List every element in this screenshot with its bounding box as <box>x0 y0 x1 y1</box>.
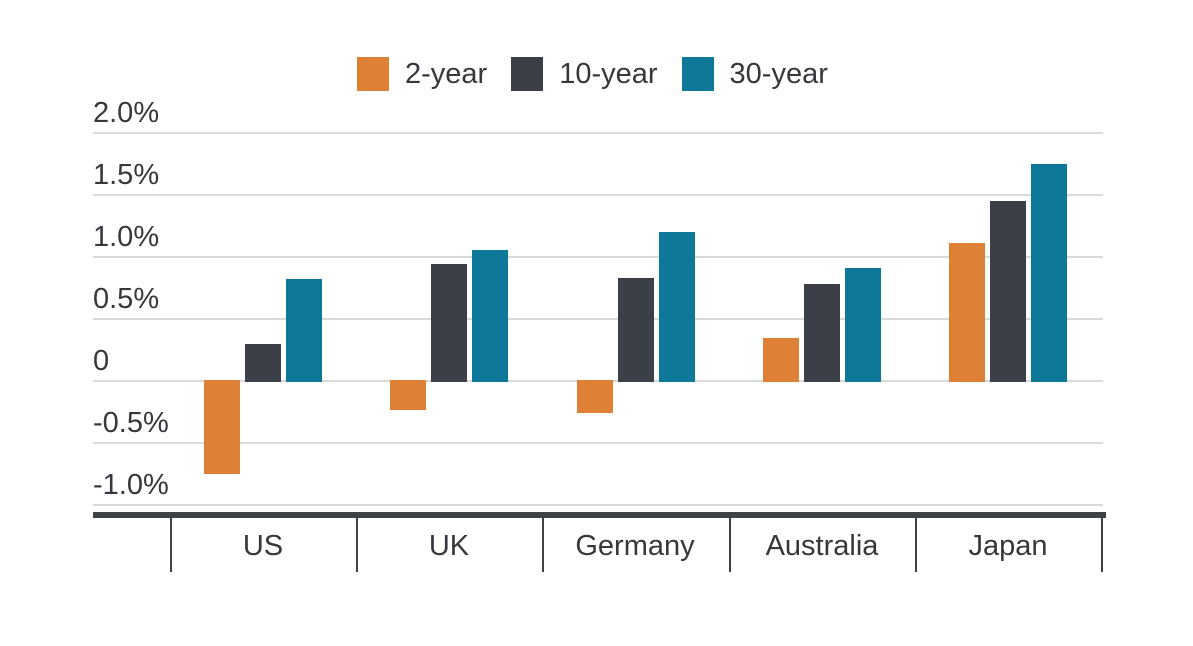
y-axis-label: -0.5% <box>93 407 169 439</box>
bar-germany-2-year <box>577 380 613 413</box>
bar-us-2-year <box>204 380 240 474</box>
bar-australia-10-year <box>804 284 840 382</box>
x-axis-tick <box>170 518 172 572</box>
x-axis-tick <box>729 518 731 572</box>
bar-germany-10-year <box>618 278 654 382</box>
gridline--0.5% <box>93 442 1103 444</box>
legend-swatch-10-year <box>511 57 544 91</box>
legend-item-10-year: 10-year <box>511 57 658 91</box>
x-axis-line <box>93 512 1106 518</box>
legend-swatch-30-year <box>681 57 714 91</box>
y-axis-label: -1.0% <box>93 469 169 501</box>
legend-item-2-year: 2-year <box>357 57 487 91</box>
x-axis-label-us: US <box>242 530 284 562</box>
legend-label: 10-year <box>559 58 658 90</box>
y-axis-label: 2.0% <box>93 97 160 129</box>
bar-japan-30-year <box>1031 164 1067 382</box>
bar-us-10-year <box>245 344 281 382</box>
bar-uk-2-year <box>390 380 426 410</box>
chart-legend: 2-year 10-year 30-year <box>357 57 828 91</box>
x-axis-label-uk: UK <box>428 530 470 562</box>
y-axis-label: 1.0% <box>93 221 160 253</box>
bar-japan-2-year <box>949 243 985 382</box>
bar-uk-30-year <box>472 250 508 382</box>
x-axis-label-germany: Germany <box>575 530 695 562</box>
gridline-0.5% <box>93 318 1103 320</box>
legend-item-30-year: 30-year <box>681 57 828 91</box>
x-axis-label-australia: Australia <box>765 530 879 562</box>
legend-label: 30-year <box>729 58 828 90</box>
x-axis-label-japan: Japan <box>968 530 1048 562</box>
bar-australia-30-year <box>845 268 881 382</box>
y-axis-label: 0.5% <box>93 283 160 315</box>
y-axis-label: 0 <box>93 345 110 377</box>
bar-japan-10-year <box>990 201 1026 382</box>
y-axis-label: 1.5% <box>93 159 160 191</box>
bar-australia-2-year <box>763 338 799 382</box>
x-axis-tick <box>542 518 544 572</box>
legend-label: 2-year <box>405 58 488 90</box>
bar-germany-30-year <box>659 232 695 382</box>
x-axis-tick <box>915 518 917 572</box>
x-axis-tick <box>356 518 358 572</box>
bar-uk-10-year <box>431 264 467 382</box>
legend-swatch-2-year <box>357 57 389 91</box>
gridline-1.5% <box>93 194 1103 196</box>
x-axis-tick <box>1101 518 1103 572</box>
bar-us-30-year <box>286 279 322 382</box>
gridline--1.0% <box>93 504 1103 506</box>
gridline-2.0% <box>93 132 1103 134</box>
gridline-1.0% <box>93 256 1103 258</box>
